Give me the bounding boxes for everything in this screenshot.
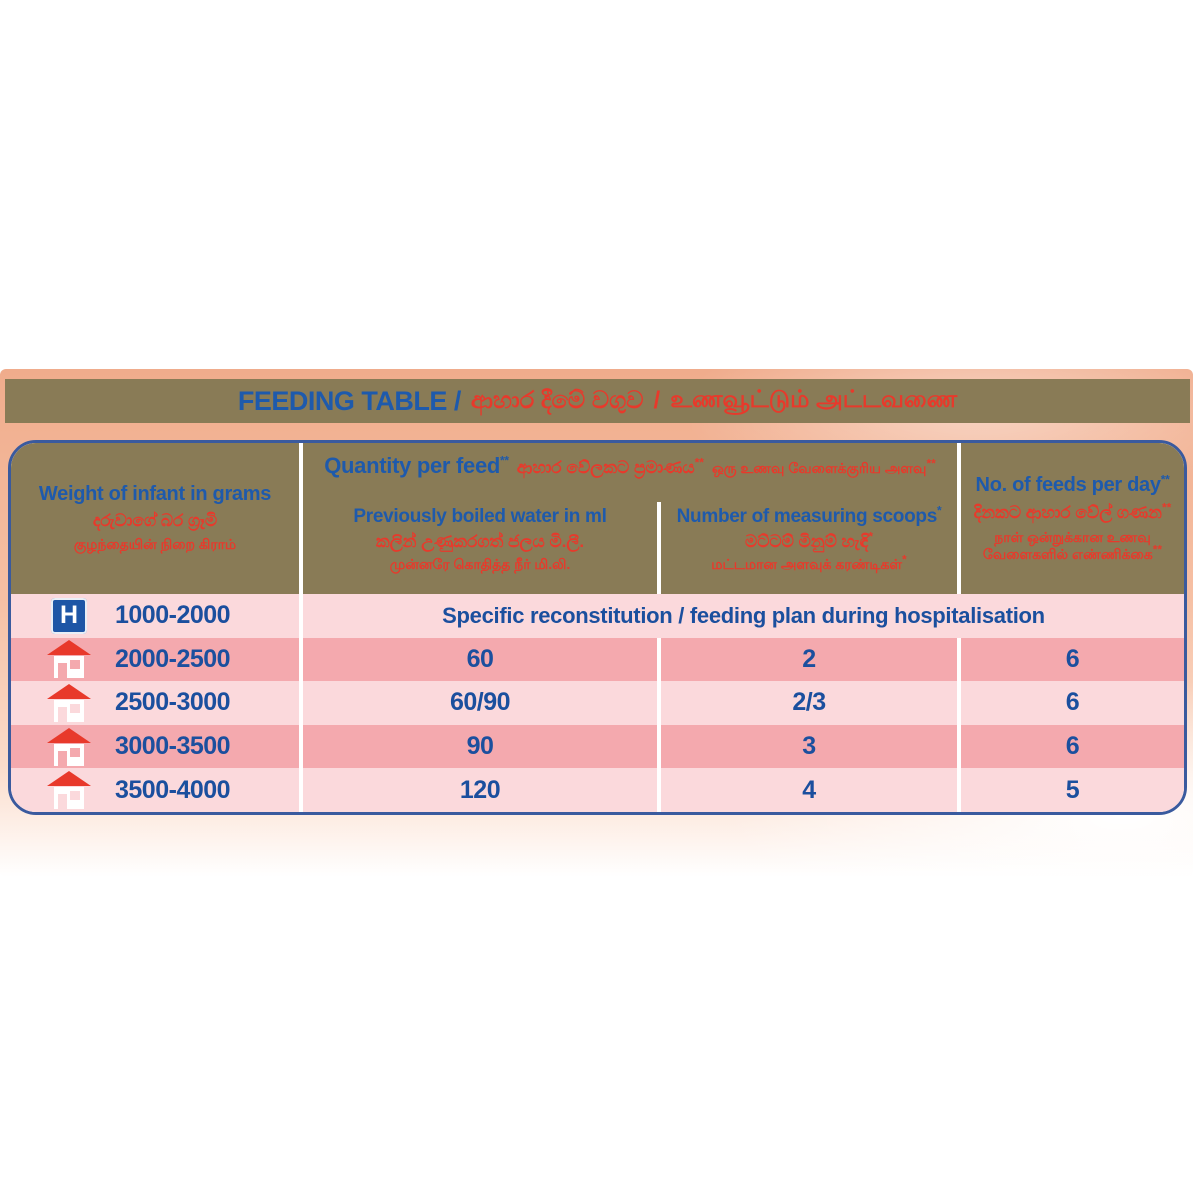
feeding-table: Weight of infant in grams දරුවාගේ බර ග්‍… [8,440,1187,815]
header-measuring-scoops: Number of measuring scoops* මට්ටම් මිනුම… [661,502,957,594]
header-water-si: කලින් උණුකරගත් ජලය මි.ලී. [375,532,585,551]
weight-range: 1000-2000 [115,601,231,630]
header-feeds-ta: நாள் ஒன்றுக்கான உணவு வேளைகளில் எண்ணிக்கை… [982,528,1163,563]
water-value: 90 [303,724,657,769]
header-feeds-en: No. of feeds per day** [975,471,1170,496]
weight-range: 3000-3500 [115,732,231,761]
table-row-weight-cell: 3000-3500 [11,724,299,769]
header-weight-si: දරුවාගේ බර ග්‍රෑමි [92,510,218,530]
header-scoops-si: මට්ටම් මිනුම් හැඳි* [744,529,874,551]
table-row-weight-cell: 2500-3000 [11,681,299,725]
header-weight-en: Weight of infant in grams [38,482,272,505]
house-icon [47,639,91,679]
water-value: 60/90 [303,681,657,725]
header-scoops-en: Number of measuring scoops* [676,503,942,527]
header-quantity-per-feed-group: Quantity per feed** ආහාර වේලකට ප්‍රමාණය*… [303,443,957,502]
house-icon [47,770,91,810]
house-icon [47,683,91,723]
scoops-value: 2 [661,637,957,682]
header-feeds-per-day: No. of feeds per day** දිනකට ආහාර වේල් ග… [961,443,1184,594]
table-row-weight-cell: H 1000-2000 [11,594,299,638]
header-quantity-ta: ஒரு உணவு வேளைக்குரிய அளவு** [711,456,936,476]
feeding-table-grid: Weight of infant in grams දරුවාගේ බර ග්‍… [11,443,1184,812]
header-weight-ta: குழந்தையின் நிறை கிராம் [73,535,237,552]
house-icon [47,727,91,767]
feeds-value: 6 [961,681,1184,725]
title-tamil: உணவூட்டும் அட்டவணை [670,386,958,413]
feeding-table-title-bar: FEEDING TABLE / ආහාර දීමේ වගුව / உணவூட்ட… [5,379,1190,423]
weight-range: 3500-4000 [115,775,231,804]
feeds-value: 5 [961,768,1184,812]
hospitalisation-note-cell: Specific reconstitution / feeding plan d… [303,594,1184,638]
scoops-value: 4 [661,768,957,812]
water-value: 120 [303,768,657,812]
header-quantity-en: Quantity per feed** [324,453,509,478]
hospital-icon: H [47,596,91,636]
header-feeds-si: දිනකට ආහාර වේල් ගණන** [973,499,1172,522]
weight-range: 2000-2500 [115,644,231,673]
header-boiled-water: Previously boiled water in ml කලින් උණුක… [303,502,657,594]
scoops-value: 2/3 [661,681,957,725]
feeds-value: 6 [961,637,1184,682]
feeds-value: 6 [961,724,1184,769]
weight-range: 2500-3000 [115,688,231,717]
header-scoops-ta: மட்டமான அளவுக் கரண்டிகள்* [711,552,907,572]
header-water-ta: முன்னரே கொதித்த நீர் மி.லி. [389,556,571,572]
scoops-value: 3 [661,724,957,769]
header-quantity-si: ආහාර වේලකට ප්‍රමාණය** [516,455,704,477]
title-sinhala: ආහාර දීමේ වගුව [470,387,644,414]
water-value: 60 [303,637,657,682]
title-separator: / [653,387,661,414]
title-english: FEEDING TABLE / [237,385,462,416]
table-row-weight-cell: 2000-2500 [11,637,299,682]
header-water-en: Previously boiled water in ml [353,506,607,527]
table-row-weight-cell: 3500-4000 [11,768,299,812]
header-weight-of-infant: Weight of infant in grams දරුවාගේ බර ග්‍… [11,443,299,594]
